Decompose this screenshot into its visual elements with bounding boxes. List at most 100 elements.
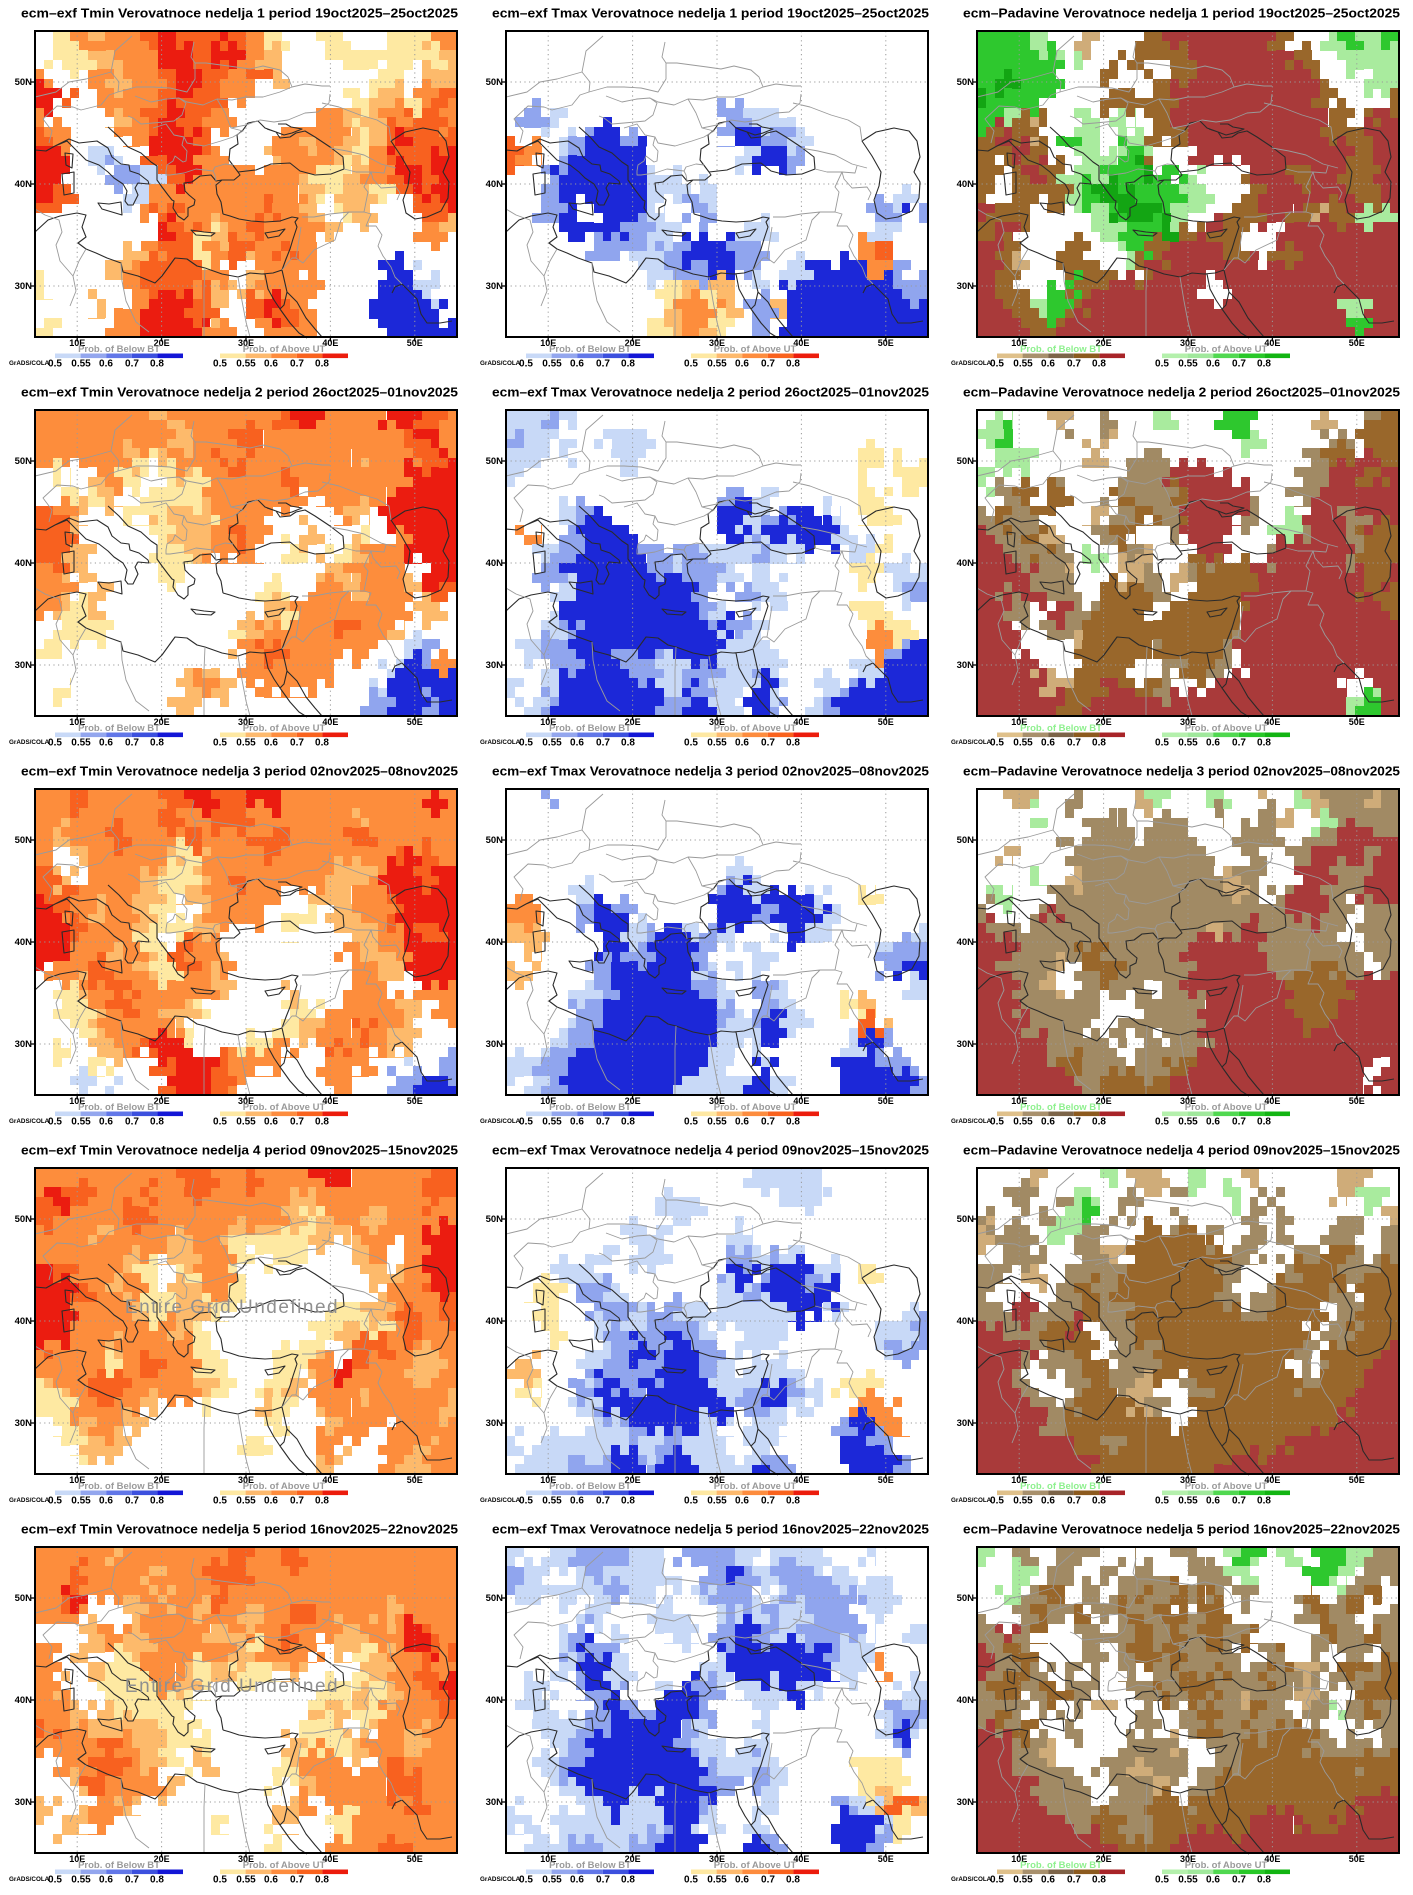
svg-text:GrADS/COLA: GrADS/COLA (951, 360, 992, 367)
svg-text:0.7: 0.7 (761, 738, 775, 749)
svg-text:30N: 30N (957, 1039, 975, 1050)
svg-text:30N: 30N (486, 1418, 504, 1429)
svg-text:0.55: 0.55 (71, 1496, 91, 1507)
svg-text:0.5: 0.5 (1155, 1117, 1169, 1128)
svg-text:0.55: 0.55 (542, 1117, 562, 1128)
svg-text:0.6: 0.6 (1206, 1496, 1220, 1507)
svg-text:0.6: 0.6 (1041, 1496, 1055, 1507)
svg-text:0.55: 0.55 (707, 359, 727, 370)
svg-text:0.6: 0.6 (1041, 1117, 1055, 1128)
svg-text:50N: 50N (15, 77, 33, 88)
svg-text:0.7: 0.7 (761, 359, 775, 370)
svg-text:0.5: 0.5 (1155, 1496, 1169, 1507)
svg-text:0.55: 0.55 (1178, 359, 1198, 370)
svg-text:0.7: 0.7 (125, 359, 139, 370)
svg-text:0.55: 0.55 (707, 1496, 727, 1507)
svg-text:Prob. of Below BT: Prob. of Below BT (549, 723, 631, 734)
svg-text:0.8: 0.8 (315, 738, 329, 749)
svg-text:ecm–exf Tmin Verovatnoce nedel: ecm–exf Tmin Verovatnoce nedelja 4 perio… (21, 1143, 458, 1158)
svg-text:10E: 10E (540, 717, 556, 727)
svg-text:0.55: 0.55 (236, 1496, 256, 1507)
svg-text:0.7: 0.7 (1067, 1496, 1081, 1507)
svg-text:0.55: 0.55 (1013, 738, 1033, 749)
svg-text:40E: 40E (322, 1475, 338, 1485)
svg-text:0.8: 0.8 (786, 1496, 800, 1507)
svg-text:0.7: 0.7 (125, 738, 139, 749)
svg-text:ecm–exf Tmin Verovatnoce nedel: ecm–exf Tmin Verovatnoce nedelja 1 perio… (21, 6, 458, 21)
svg-text:50E: 50E (407, 717, 423, 727)
svg-text:20E: 20E (625, 1096, 641, 1106)
svg-text:30E: 30E (1180, 338, 1196, 348)
svg-text:0.8: 0.8 (621, 1496, 635, 1507)
svg-text:30E: 30E (709, 717, 725, 727)
svg-text:0.55: 0.55 (71, 359, 91, 370)
svg-text:0.8: 0.8 (315, 359, 329, 370)
svg-text:0.7: 0.7 (125, 1117, 139, 1128)
svg-text:0.6: 0.6 (1206, 738, 1220, 749)
svg-text:10E: 10E (1011, 1475, 1027, 1485)
svg-text:Prob. of Above UT: Prob. of Above UT (1185, 1481, 1268, 1492)
svg-text:Prob. of Below BT: Prob. of Below BT (1020, 723, 1102, 734)
svg-text:0.6: 0.6 (1041, 359, 1055, 370)
svg-text:30N: 30N (957, 660, 975, 671)
svg-text:ecm–exf Tmin Verovatnoce nedel: ecm–exf Tmin Verovatnoce nedelja 3 perio… (21, 764, 458, 779)
svg-text:40E: 40E (1264, 1475, 1280, 1485)
svg-text:Prob. of Above UT: Prob. of Above UT (714, 1481, 797, 1492)
svg-text:GrADS/COLA: GrADS/COLA (9, 360, 50, 367)
svg-text:50N: 50N (486, 1214, 504, 1225)
svg-text:Prob. of Below BT: Prob. of Below BT (78, 723, 160, 734)
svg-text:10E: 10E (1011, 338, 1027, 348)
svg-text:0.8: 0.8 (621, 738, 635, 749)
svg-text:0.8: 0.8 (315, 1496, 329, 1507)
svg-text:GrADS/COLA: GrADS/COLA (951, 1497, 992, 1504)
svg-text:GrADS/COLA: GrADS/COLA (480, 1497, 521, 1504)
svg-text:Prob. of Below BT: Prob. of Below BT (1020, 1481, 1102, 1492)
svg-text:Prob. of Below BT: Prob. of Below BT (549, 344, 631, 355)
svg-text:0.55: 0.55 (1013, 1496, 1033, 1507)
svg-text:0.55: 0.55 (236, 738, 256, 749)
svg-text:ecm–Padavine Verovatnoce nedel: ecm–Padavine Verovatnoce nedelja 1 perio… (963, 6, 1400, 21)
svg-text:30E: 30E (238, 1475, 254, 1485)
svg-text:0.7: 0.7 (761, 1496, 775, 1507)
svg-text:50E: 50E (878, 1096, 894, 1106)
svg-text:30N: 30N (486, 660, 504, 671)
svg-text:Prob. of Above UT: Prob. of Above UT (243, 1481, 326, 1492)
svg-text:0.6: 0.6 (264, 1117, 278, 1128)
svg-text:ecm–exf Tmax Verovatnoce nedel: ecm–exf Tmax Verovatnoce nedelja 3 perio… (492, 764, 929, 779)
svg-text:Prob. of Above UT: Prob. of Above UT (1185, 723, 1268, 734)
svg-text:Prob. of Below BT: Prob. of Below BT (78, 1481, 160, 1492)
svg-text:10E: 10E (69, 717, 85, 727)
svg-text:Prob. of Below BT: Prob. of Below BT (549, 1102, 631, 1113)
svg-text:10E: 10E (540, 1475, 556, 1485)
svg-text:0.55: 0.55 (71, 738, 91, 749)
svg-text:ecm–Padavine Verovatnoce nedel: ecm–Padavine Verovatnoce nedelja 2 perio… (963, 385, 1400, 400)
svg-text:GrADS/COLA: GrADS/COLA (480, 739, 521, 746)
svg-text:10E: 10E (1011, 717, 1027, 727)
svg-text:0.8: 0.8 (150, 359, 164, 370)
svg-text:40E: 40E (1264, 338, 1280, 348)
svg-text:50E: 50E (1349, 338, 1365, 348)
svg-text:30N: 30N (15, 660, 33, 671)
svg-text:50N: 50N (957, 835, 975, 846)
svg-text:0.6: 0.6 (570, 359, 584, 370)
svg-text:50N: 50N (486, 835, 504, 846)
svg-text:Prob. of Below BT: Prob. of Below BT (549, 1481, 631, 1492)
svg-text:0.5: 0.5 (48, 1117, 62, 1128)
svg-text:0.6: 0.6 (1206, 359, 1220, 370)
svg-text:0.8: 0.8 (786, 738, 800, 749)
svg-text:30E: 30E (709, 338, 725, 348)
svg-text:30N: 30N (957, 281, 975, 292)
svg-text:0.6: 0.6 (570, 738, 584, 749)
svg-text:0.5: 0.5 (48, 359, 62, 370)
svg-text:ecm–Padavine Verovatnoce nedel: ecm–Padavine Verovatnoce nedelja 4 perio… (963, 1143, 1400, 1158)
svg-text:40N: 40N (15, 937, 33, 948)
svg-text:0.6: 0.6 (99, 1117, 113, 1128)
svg-text:0.5: 0.5 (213, 738, 227, 749)
svg-text:0.55: 0.55 (542, 738, 562, 749)
svg-text:50N: 50N (15, 835, 33, 846)
svg-text:40N: 40N (486, 937, 504, 948)
svg-text:0.8: 0.8 (150, 738, 164, 749)
svg-text:30E: 30E (1180, 717, 1196, 727)
svg-text:0.8: 0.8 (621, 1117, 635, 1128)
svg-text:GrADS/COLA: GrADS/COLA (9, 1497, 50, 1504)
